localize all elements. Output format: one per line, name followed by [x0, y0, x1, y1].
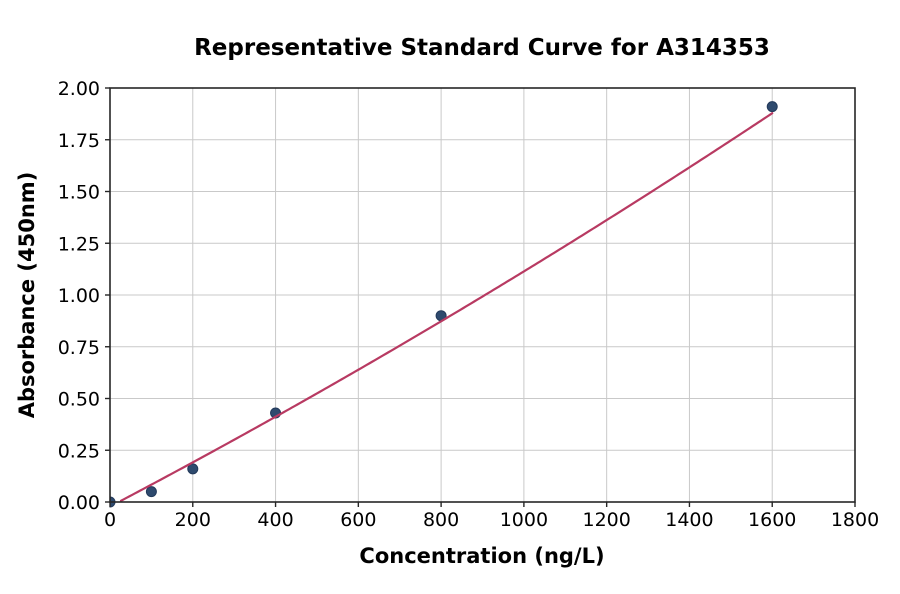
data-point	[145, 486, 157, 498]
x-tick-label: 200	[175, 509, 211, 531]
chart-title: Representative Standard Curve for A31435…	[194, 35, 770, 61]
x-tick-label: 1800	[831, 509, 879, 531]
x-tick-label: 1000	[500, 509, 548, 531]
y-tick-label: 1.75	[58, 130, 100, 152]
x-tick-label: 0	[104, 509, 116, 531]
x-tick-label: 1600	[748, 509, 796, 531]
x-tick-label: 1200	[582, 509, 630, 531]
data-point	[766, 101, 778, 113]
y-tick-label: 0.75	[58, 337, 100, 359]
y-tick-label: 0.50	[58, 389, 100, 411]
x-tick-label: 1400	[665, 509, 713, 531]
y-tick-label: 0.00	[58, 492, 100, 514]
grid-lines	[109, 87, 856, 503]
x-axis-label: Concentration (ng/L)	[359, 544, 604, 568]
y-tick-label: 0.25	[58, 440, 100, 462]
x-tick-label: 400	[257, 509, 293, 531]
x-tick-label: 600	[340, 509, 376, 531]
axis-ticks	[105, 87, 856, 507]
fit-curve-line	[119, 112, 774, 502]
x-tick-label: 800	[423, 509, 459, 531]
y-tick-label: 2.00	[58, 78, 100, 100]
y-axis-label: Absorbance (450nm)	[15, 172, 39, 419]
y-tick-label: 1.25	[58, 233, 100, 255]
y-tick-label: 1.00	[58, 285, 100, 307]
y-tick-label: 1.50	[58, 182, 100, 204]
data-point	[187, 463, 199, 475]
axis-tick-labels: 0 200 400 600 800 1000 1200 1400 1600 1800 0.00 0.2…	[58, 78, 879, 531]
plot-series	[109, 101, 778, 508]
